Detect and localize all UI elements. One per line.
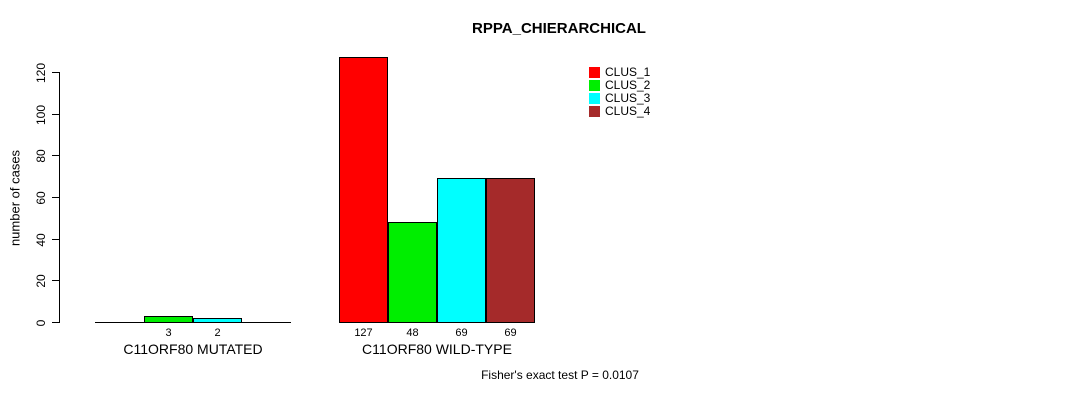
legend-swatch-clus_1 [589, 67, 600, 78]
legend-swatch-clus_2 [589, 80, 600, 91]
y-axis-tick-label: 100 [34, 104, 48, 125]
y-axis-tick [52, 114, 60, 115]
legend-item: CLUS_3 [589, 92, 650, 105]
legend-label: CLUS_4 [605, 104, 651, 118]
legend-swatch-clus_3 [589, 93, 600, 104]
y-axis-tick-label: 0 [34, 319, 48, 326]
legend-item: CLUS_4 [589, 105, 650, 118]
y-axis-tick [52, 72, 60, 73]
bar-value-label: 3 [165, 327, 172, 339]
legend-swatch-clus_4 [589, 106, 600, 117]
category-label: C11ORF80 WILD-TYPE [362, 341, 512, 357]
y-axis-tick-label: 120 [34, 62, 48, 83]
bar-value-label: 48 [406, 327, 419, 339]
fisher-test-annotation: Fisher's exact test P = 0.0107 [481, 368, 639, 382]
legend: CLUS_1 CLUS_2 CLUS_3 CLUS_4 [589, 66, 650, 118]
y-axis-tick-label: 80 [34, 148, 48, 163]
bar-value-label: 69 [504, 327, 517, 339]
legend-item: CLUS_2 [589, 79, 650, 92]
y-axis-tick [52, 239, 60, 240]
y-axis-label: number of cases [7, 149, 23, 247]
bar-clus_3-mutated [193, 318, 242, 323]
bar-clus_1-wild-type [339, 57, 388, 323]
legend-label: CLUS_3 [605, 91, 651, 105]
y-axis-tick [52, 280, 60, 281]
bar-value-label: 2 [214, 327, 221, 339]
legend-label: CLUS_2 [605, 78, 651, 92]
category-label: C11ORF80 MUTATED [123, 341, 263, 357]
bar-clus_2-mutated [144, 316, 193, 323]
bar-value-label: 127 [354, 327, 373, 339]
y-axis-tick [52, 322, 60, 323]
legend-label: CLUS_1 [605, 65, 651, 79]
y-axis-tick [52, 155, 60, 156]
y-axis-tick-label: 20 [34, 273, 48, 288]
y-axis-tick-label: 60 [34, 190, 48, 205]
y-axis-tick-label: 40 [34, 232, 48, 247]
bar-clus_3-wild-type [437, 178, 486, 323]
chart-title: RPPA_CHIERARCHICAL [472, 20, 646, 37]
bar-clus_4-wild-type [486, 178, 535, 323]
bar-value-label: 69 [455, 327, 468, 339]
legend-item: CLUS_1 [589, 66, 650, 79]
bar-clus_2-wild-type [388, 222, 437, 323]
y-axis-tick [52, 197, 60, 198]
